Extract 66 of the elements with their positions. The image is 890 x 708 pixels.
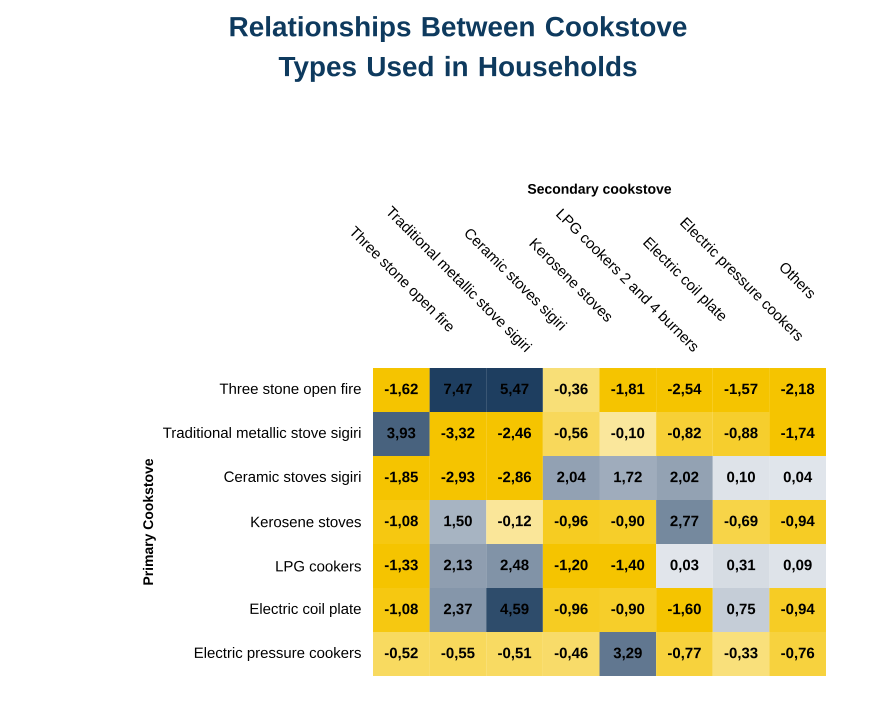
data-label: -2,93: [441, 472, 474, 484]
data-label: 0,04: [784, 472, 812, 484]
data-label: -1,85: [384, 472, 418, 484]
data-label: -2,86: [498, 472, 532, 484]
data-label: 0,09: [784, 560, 812, 572]
y-tick-label: LPG cookers: [276, 560, 361, 572]
data-label: 1,50: [444, 516, 472, 528]
data-label: -0,90: [611, 604, 644, 616]
data-label: -0,96: [554, 516, 588, 528]
data-label: 2,13: [444, 560, 472, 572]
data-label: 2,02: [670, 472, 698, 484]
data-label: 2,37: [444, 604, 472, 616]
y-tick-label: Electric pressure cookers: [194, 647, 361, 661]
data-label: -0,56: [554, 428, 588, 440]
data-label: -0,96: [554, 604, 588, 616]
data-label: -0,51: [498, 648, 532, 660]
y-tick-label: Traditional metallic stove sigiri: [163, 427, 360, 441]
data-label: 4,59: [500, 604, 529, 616]
data-label: 0,75: [727, 604, 756, 616]
y-axis-title: Primary Cookstove: [142, 458, 156, 585]
data-label: 0,10: [727, 472, 755, 484]
data-label: -3,32: [441, 428, 474, 440]
data-label: -2,18: [781, 384, 814, 396]
data-label: -0,82: [668, 428, 701, 440]
data-label: -0,88: [724, 428, 758, 440]
data-label: -0,69: [724, 516, 758, 528]
data-label: 3,29: [614, 648, 642, 660]
data-label: 5,47: [500, 384, 528, 396]
data-label: -0,36: [554, 384, 588, 396]
data-label: -0,90: [611, 516, 644, 528]
data-label: -1,62: [384, 384, 418, 396]
data-label: -0,52: [384, 648, 418, 660]
data-label: -1,81: [611, 384, 644, 396]
y-tick-label: Kerosene stoves: [251, 516, 361, 528]
data-label: -2,54: [668, 384, 702, 396]
data-label: 3,93: [387, 428, 416, 440]
data-label: -1,40: [611, 560, 644, 572]
data-label: -0,33: [724, 648, 758, 660]
data-label: -1,33: [384, 560, 418, 572]
data-label: -1,74: [781, 428, 815, 440]
data-label: -0,94: [781, 604, 815, 616]
data-label: -0,55: [441, 648, 475, 660]
data-label: 0,03: [670, 560, 698, 572]
data-label: -1,60: [668, 604, 701, 616]
data-label: -1,08: [384, 604, 418, 616]
x-axis-title: Secondary cookstove: [528, 184, 672, 197]
data-label: -2,46: [498, 428, 532, 440]
data-label: 2,04: [557, 472, 586, 484]
data-label: -0,46: [554, 648, 588, 660]
data-label: 2,48: [500, 560, 529, 572]
data-label: -1,57: [724, 384, 758, 396]
y-tick-label: Electric coil plate: [250, 603, 361, 617]
data-label: -0,94: [781, 516, 815, 528]
data-label: -0,76: [781, 648, 814, 660]
data-label: 0,31: [727, 560, 756, 572]
data-label: 7,47: [444, 384, 472, 396]
data-label: 1,72: [614, 472, 642, 484]
data-label: 2,77: [670, 516, 698, 528]
data-label: -0,77: [668, 648, 701, 660]
data-label: -0,10: [611, 428, 644, 440]
data-label: -1,20: [554, 560, 588, 572]
data-label: -0,12: [498, 516, 531, 528]
y-tick-label: Ceramic stoves sigiri: [224, 471, 360, 485]
y-tick-label: Three stone open fire: [220, 383, 361, 397]
chart-title: Relationships Between Cookstove Types Used in Households: [230, 16, 686, 82]
data-label: -1,08: [384, 516, 418, 528]
